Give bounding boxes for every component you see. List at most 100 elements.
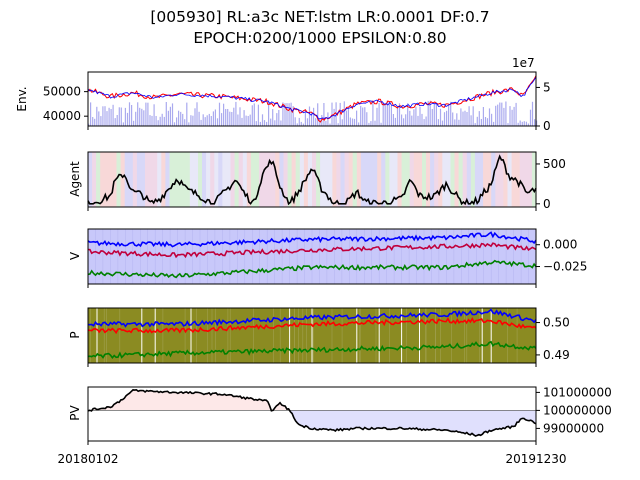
volume-bar <box>102 106 104 126</box>
agent-action-stripe <box>499 152 504 207</box>
volume-bar <box>263 120 266 126</box>
volume-bar <box>423 119 425 126</box>
agent-action-stripe <box>210 152 215 207</box>
agent-action-stripe <box>92 152 97 207</box>
volume-bar <box>382 103 384 126</box>
agent-action-stripe <box>446 152 451 207</box>
pv-line <box>87 388 537 437</box>
chart-title-line-1: [005930] RL:a3c NET:lstm LR:0.0001 DF:0.… <box>150 8 490 26</box>
agent-action-stripe <box>364 152 370 207</box>
volume-bar <box>349 117 351 126</box>
volume-bar <box>527 123 529 126</box>
volume-bar <box>503 107 505 126</box>
volume-bar <box>534 119 536 126</box>
volume-bar <box>300 121 302 126</box>
volume-bar <box>280 120 282 126</box>
env-right-5-label: 5 <box>543 80 551 94</box>
agent-action-stripe <box>344 152 349 207</box>
volume-bar <box>157 120 159 126</box>
volume-bar <box>124 107 126 126</box>
volume-bar <box>231 112 233 126</box>
agent-action-stripe <box>352 152 358 207</box>
value-red-line <box>87 242 537 259</box>
volume-bar <box>364 107 366 126</box>
volume-bar <box>452 112 454 126</box>
volume-bar <box>92 117 94 126</box>
volume-bar <box>446 110 448 126</box>
volume-bar <box>388 101 390 126</box>
volume-bar <box>374 120 376 126</box>
policy-ylabel: P <box>68 331 82 339</box>
volume-bar <box>159 116 161 126</box>
agent-action-stripe <box>145 152 150 207</box>
agent-action-stripe <box>413 152 419 207</box>
volume-bar <box>243 110 245 126</box>
volume-bar <box>186 102 188 126</box>
volume-bar <box>425 116 427 126</box>
volume-bar <box>235 101 237 126</box>
volume-bar <box>241 117 243 126</box>
agent-action-stripe <box>120 152 125 207</box>
volume-bar <box>488 108 491 126</box>
env-right-0-label: 0 <box>543 119 551 133</box>
volume-bar <box>182 113 184 126</box>
agent-action-stripe <box>267 152 272 207</box>
volume-bar <box>167 110 169 126</box>
volume-bar <box>443 112 446 126</box>
agent-action-stripe <box>112 152 117 207</box>
agent-action-stripe <box>104 152 109 207</box>
volume-bar <box>491 113 493 126</box>
agent-action-stripe <box>454 152 459 207</box>
volume-bar <box>360 105 362 126</box>
volume-bar <box>343 101 345 126</box>
agent-action-stripe <box>324 152 329 207</box>
volume-bar <box>233 107 235 126</box>
agent-action-stripe <box>523 152 529 207</box>
volume-bar <box>415 106 417 126</box>
volume-bar <box>431 109 433 126</box>
agent-action-stripe <box>434 152 439 207</box>
agent-action-stripe <box>377 152 382 207</box>
volume-bar <box>210 116 212 126</box>
volume-bar <box>484 117 487 126</box>
agent-action-stripe <box>503 152 508 207</box>
volume-bar <box>311 112 313 126</box>
value-right-0-label: 0.000 <box>543 238 577 252</box>
agent-action-stripe <box>250 152 256 207</box>
volume-bar <box>497 104 499 126</box>
agent-action-stripe <box>271 152 276 207</box>
volume-bar <box>178 110 180 126</box>
volume-bar <box>261 114 264 126</box>
volume-bar <box>433 103 435 126</box>
agent-action-stripe <box>255 152 260 207</box>
agent-action-stripe <box>222 152 227 207</box>
pv-right-101m-label: 101000000 <box>543 385 612 399</box>
volume-bar <box>390 106 392 126</box>
volume-bar <box>525 121 527 126</box>
env-right-axis-offset: 1e7 <box>512 56 535 70</box>
volume-bar <box>470 115 472 126</box>
x-end-date: 20191230 <box>505 452 567 466</box>
env-left-50000-label: 50000 <box>43 85 81 99</box>
volume-bar <box>315 118 317 126</box>
volume-bar <box>88 123 90 126</box>
volume-bar <box>515 102 517 126</box>
volume-bar <box>114 118 116 126</box>
volume-bar <box>110 109 112 126</box>
volume-bar <box>214 109 216 126</box>
volume-bar <box>493 121 495 126</box>
agent-action-stripe <box>393 152 398 207</box>
volume-bar <box>98 111 100 126</box>
moving-average-line <box>87 76 537 120</box>
agent-action-stripe <box>136 152 142 207</box>
volume-bar <box>378 103 380 126</box>
volume-bar <box>192 115 194 126</box>
volume-bar <box>112 104 114 126</box>
agent-action-stripe <box>369 152 374 207</box>
volume-bar <box>384 103 386 126</box>
volume-bar <box>403 118 405 126</box>
agent-action-stripe <box>409 152 415 207</box>
agent-action-stripe <box>128 152 134 207</box>
agent-action-stripe <box>206 152 211 207</box>
agent-action-stripe <box>495 152 500 207</box>
